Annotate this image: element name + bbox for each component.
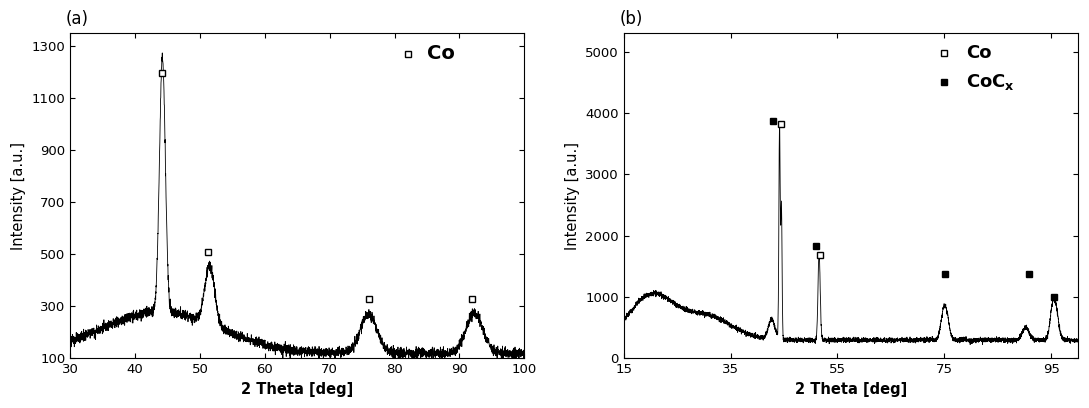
X-axis label: 2 Theta [deg]: 2 Theta [deg] — [241, 382, 354, 397]
Y-axis label: Intensity [a.u.]: Intensity [a.u.] — [11, 142, 26, 250]
Y-axis label: Intensity [a.u.]: Intensity [a.u.] — [565, 142, 579, 250]
Text: (a): (a) — [65, 10, 88, 28]
Text: (b): (b) — [620, 10, 643, 28]
Text: $\mathbf{CoC_x}$: $\mathbf{CoC_x}$ — [966, 72, 1015, 92]
Text: Co: Co — [966, 44, 991, 62]
Text: Co: Co — [427, 44, 455, 63]
X-axis label: 2 Theta [deg]: 2 Theta [deg] — [795, 382, 907, 397]
